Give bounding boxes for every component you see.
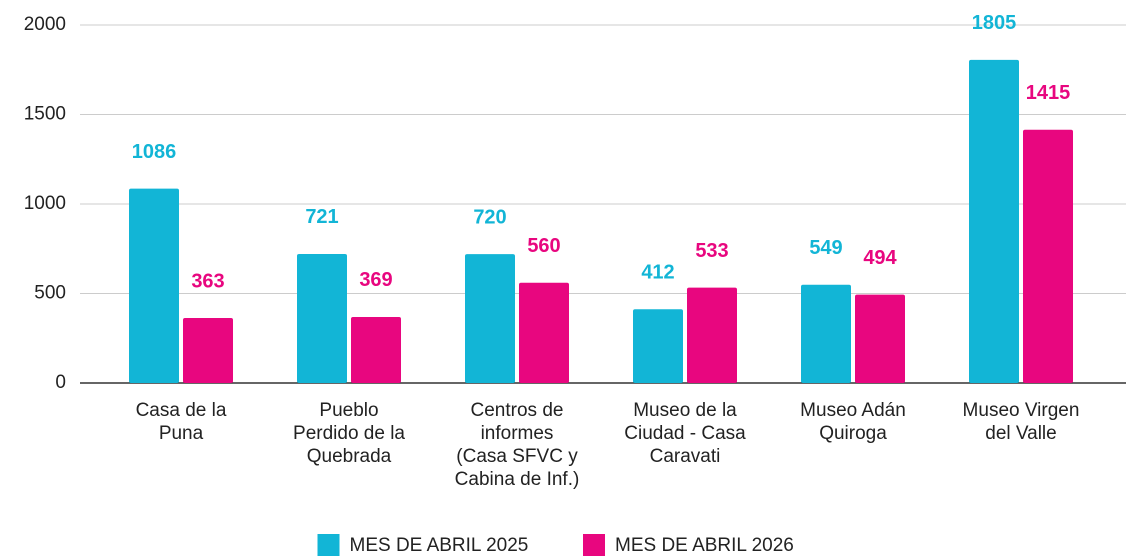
x-tick-label-line: Pueblo <box>319 400 378 421</box>
value-label: 721 <box>305 206 338 228</box>
x-tick-label-line: Museo de la <box>633 400 737 421</box>
value-label: 560 <box>527 235 560 257</box>
bar <box>297 253 347 383</box>
value-label: 549 <box>809 237 842 259</box>
value-label: 369 <box>359 269 392 291</box>
x-tick-label-line: Museo Virgen <box>963 400 1080 421</box>
y-tick-label: 0 <box>55 372 66 393</box>
legend-swatch <box>317 534 340 556</box>
x-tick-label-line: Centros de <box>471 400 564 421</box>
bar <box>855 294 905 383</box>
x-tick-label: Museo Virgen del Valle <box>963 400 1080 444</box>
legend-label: MES DE ABRIL 2025 <box>350 535 529 556</box>
bar <box>633 309 683 383</box>
value-label: 1086 <box>132 141 177 163</box>
bar <box>1023 129 1073 383</box>
bar <box>129 188 179 383</box>
x-tick-label-line: Ciudad - Casa <box>624 423 746 444</box>
value-label: 720 <box>473 206 506 228</box>
value-label: 494 <box>863 247 897 269</box>
x-tick-label-line: Perdido de la <box>293 423 405 444</box>
x-tick-label-line: (Casa SFVC y <box>456 446 578 467</box>
y-tick-label: 1500 <box>24 104 66 125</box>
bar <box>465 254 515 383</box>
bar <box>687 287 737 383</box>
x-tick-label: Centros de informes (Casa SFVC y Cabina de … <box>455 400 580 490</box>
value-label: 533 <box>695 240 728 262</box>
bar <box>801 284 851 383</box>
y-tick-label: 500 <box>34 283 66 304</box>
x-tick-label: Museo de la Ciudad - Casa Caravati <box>624 400 746 467</box>
value-label: 1805 <box>972 12 1017 34</box>
x-tick-label-line: Caravati <box>650 446 721 467</box>
bar <box>519 282 569 383</box>
legend-label: MES DE ABRIL 2026 <box>615 535 794 556</box>
x-tick-label-line: del Valle <box>985 423 1056 444</box>
x-tick-label: Pueblo Perdido de la Quebrada <box>293 400 405 467</box>
x-tick-label-line: Cabina de Inf.) <box>455 469 580 490</box>
x-tick-label-line: Museo Adán <box>800 400 906 421</box>
value-label: 412 <box>641 262 674 284</box>
bar <box>351 316 401 383</box>
bar <box>183 318 233 383</box>
x-tick-label-line: informes <box>481 423 554 444</box>
x-tick-label-line: Casa de la <box>136 400 227 421</box>
x-tick-label-line: Puna <box>159 423 204 444</box>
x-tick-label: Museo Adán Quiroga <box>800 400 906 444</box>
y-tick-label: 2000 <box>24 14 66 35</box>
legend-swatch <box>583 534 605 556</box>
value-label: 1415 <box>1026 82 1071 104</box>
x-tick-label-line: Quiroga <box>819 423 887 444</box>
bar <box>969 59 1019 383</box>
y-tick-label: 1000 <box>24 193 66 214</box>
x-tick-label-line: Quebrada <box>307 446 392 467</box>
value-label: 363 <box>191 270 224 292</box>
x-tick-label: Casa de la Puna <box>136 400 227 444</box>
